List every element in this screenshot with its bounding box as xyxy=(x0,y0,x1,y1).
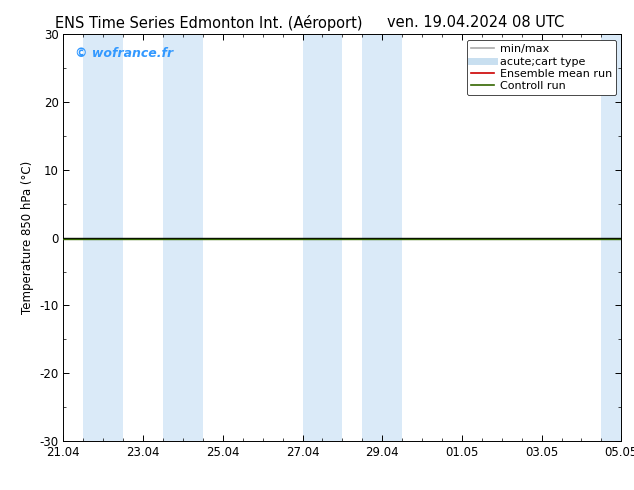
Bar xyxy=(602,34,621,441)
Legend: min/max, acute;cart type, Ensemble mean run, Controll run: min/max, acute;cart type, Ensemble mean … xyxy=(467,40,616,96)
Text: © wofrance.fr: © wofrance.fr xyxy=(75,47,172,59)
Bar xyxy=(302,34,342,441)
Y-axis label: Temperature 850 hPa (°C): Temperature 850 hPa (°C) xyxy=(21,161,34,314)
Text: ENS Time Series Edmonton Int. (Aéroport): ENS Time Series Edmonton Int. (Aéroport) xyxy=(55,15,363,31)
Bar xyxy=(163,34,203,441)
Text: ven. 19.04.2024 08 UTC: ven. 19.04.2024 08 UTC xyxy=(387,15,564,30)
Bar xyxy=(83,34,123,441)
Bar xyxy=(362,34,402,441)
